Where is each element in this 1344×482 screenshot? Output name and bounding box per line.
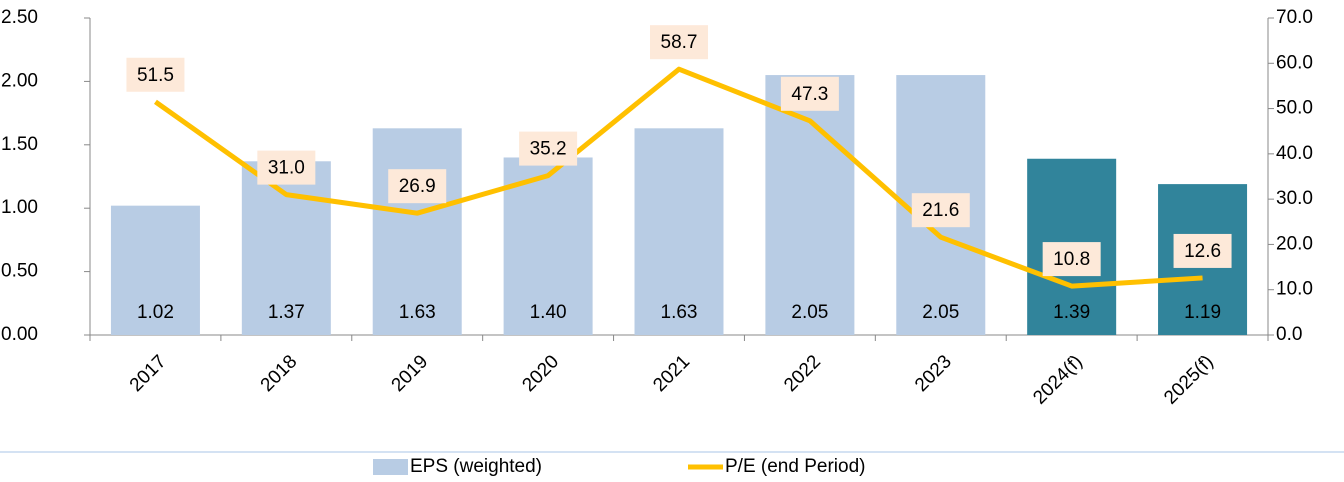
line-value-label: 58.7 bbox=[661, 32, 698, 53]
x-tick-label: 2021 bbox=[649, 351, 694, 396]
y-tick-label: 2.50 bbox=[1, 7, 38, 28]
line-value-label: 31.0 bbox=[268, 158, 305, 179]
bar-value-label: 1.02 bbox=[137, 302, 174, 323]
x-tick-label: 2019 bbox=[388, 351, 433, 396]
y2-tick-label: 10.0 bbox=[1276, 279, 1313, 300]
y2-tick-label: 70.0 bbox=[1276, 7, 1313, 28]
label-box bbox=[257, 150, 316, 185]
bar-value-label: 1.37 bbox=[268, 302, 305, 323]
bar bbox=[634, 128, 724, 335]
bar bbox=[110, 205, 200, 335]
bar-value-label: 2.05 bbox=[922, 302, 959, 323]
y-tick-label: 0.00 bbox=[1, 324, 38, 345]
label-box bbox=[519, 131, 578, 166]
line-value-label: 35.2 bbox=[530, 139, 567, 160]
line-value-label: 51.5 bbox=[137, 65, 174, 86]
y2-tick-label: 20.0 bbox=[1276, 233, 1313, 254]
y2-tick-label: 40.0 bbox=[1276, 143, 1313, 164]
bar-value-label: 1.63 bbox=[661, 302, 698, 323]
x-tick-label: 2025(f) bbox=[1160, 351, 1217, 408]
label-box bbox=[650, 25, 708, 60]
bar bbox=[765, 75, 855, 335]
bar-value-label: 1.63 bbox=[399, 302, 436, 323]
y2-tick-label: 60.0 bbox=[1276, 52, 1313, 73]
line-value-label: 26.9 bbox=[399, 176, 436, 197]
line-value-label: 21.6 bbox=[922, 200, 959, 221]
x-tick-label: 2020 bbox=[518, 351, 563, 396]
y-tick-label: 1.50 bbox=[1, 134, 38, 155]
label-box bbox=[1173, 233, 1232, 268]
line-value-label: 10.8 bbox=[1053, 249, 1090, 270]
x-tick-label: 2022 bbox=[780, 351, 825, 396]
label-box bbox=[911, 193, 970, 228]
label-box bbox=[780, 76, 839, 111]
label-box bbox=[1042, 242, 1101, 277]
line-value-label: 12.6 bbox=[1184, 241, 1221, 262]
x-tick-label: 2017 bbox=[126, 351, 171, 396]
x-tick-label: 2024(f) bbox=[1029, 351, 1086, 408]
y-tick-label: 1.00 bbox=[1, 197, 38, 218]
label-box bbox=[388, 169, 447, 204]
line-value-label: 47.3 bbox=[791, 84, 828, 105]
bar-value-label: 1.19 bbox=[1184, 302, 1221, 323]
x-tick-label: 2018 bbox=[257, 351, 302, 396]
y-tick-label: 2.00 bbox=[1, 70, 38, 91]
y-tick-label: 0.50 bbox=[1, 261, 38, 282]
bar-value-label: 1.40 bbox=[530, 302, 567, 323]
legend-label: P/E (end Period) bbox=[725, 456, 865, 477]
line bbox=[153, 66, 1203, 289]
bar-value-label: 2.05 bbox=[791, 302, 828, 323]
bar-value-label: 1.39 bbox=[1053, 302, 1090, 323]
x-tick-label: 2023 bbox=[911, 351, 956, 396]
bar bbox=[372, 128, 462, 335]
legend-swatch bbox=[373, 459, 408, 475]
y2-tick-label: 50.0 bbox=[1276, 98, 1313, 119]
y2-tick-label: 0.0 bbox=[1276, 324, 1302, 345]
legend-label: EPS (weighted) bbox=[410, 456, 542, 477]
bar bbox=[241, 161, 331, 335]
y2-tick-label: 30.0 bbox=[1276, 188, 1313, 209]
label-box bbox=[126, 57, 185, 92]
bar bbox=[503, 157, 593, 335]
